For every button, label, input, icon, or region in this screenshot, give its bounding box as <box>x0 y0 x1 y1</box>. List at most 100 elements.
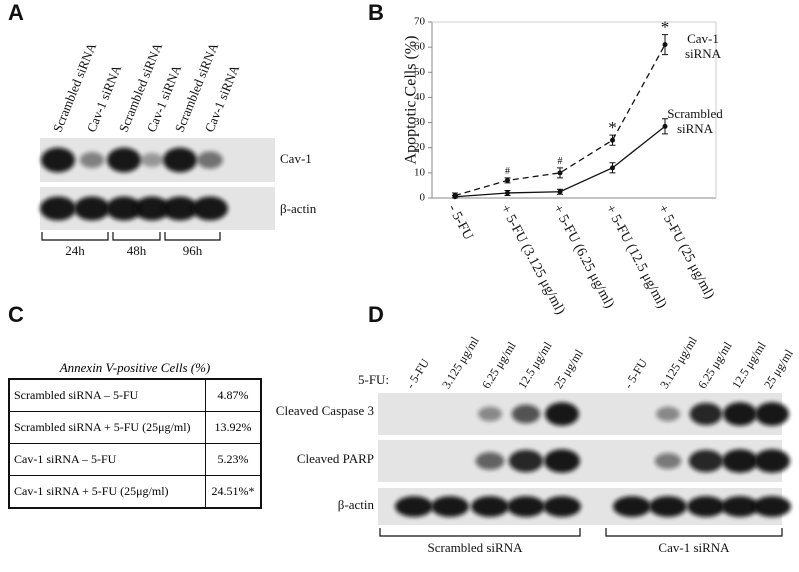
blot-band <box>721 496 759 517</box>
blot-band <box>507 496 545 517</box>
y-tick-label: 10 <box>414 166 426 178</box>
y-tick-label: 40 <box>414 91 426 103</box>
blot-band <box>471 496 509 517</box>
blot-band <box>192 196 228 221</box>
blot-band <box>723 402 757 426</box>
panel-label: A <box>8 0 24 25</box>
blot-band <box>40 196 76 221</box>
y-tick-label: 30 <box>414 116 426 128</box>
blot-band <box>162 196 198 221</box>
data-point <box>505 190 510 196</box>
lane-label: - 5-FU <box>621 356 650 391</box>
y-tick-label: 0 <box>420 192 426 204</box>
lane-label: 3.125 μg/ml <box>439 334 482 392</box>
blot-band <box>649 496 687 517</box>
group-label: Cav-1 siRNA <box>658 540 730 555</box>
bracket <box>164 232 221 241</box>
table-cell: Scrambled siRNA – 5-FU <box>8 378 207 412</box>
timepoint-label: 96h <box>183 243 203 258</box>
lane-label: - 5-FU <box>403 356 432 391</box>
blot-band <box>687 496 725 517</box>
blot-band <box>545 402 579 426</box>
y-tick-label: 20 <box>414 141 426 153</box>
panel-label: B <box>368 0 384 25</box>
table-cell: Cav-1 siRNA + 5-FU (25μg/ml) <box>8 475 207 509</box>
series-line <box>454 44 666 197</box>
data-point <box>505 177 510 183</box>
results-table: Scrambled siRNA – 5-FU 4.87% Scrambled siR… <box>8 378 262 509</box>
y-tick-label: 50 <box>414 66 426 78</box>
blot-band <box>140 152 164 168</box>
y-tick-label: 70 <box>414 16 426 28</box>
blot-band <box>654 453 682 469</box>
lane-label: 25 μg/ml <box>551 346 586 391</box>
table-cell: Cav-1 siRNA – 5-FU <box>8 443 207 476</box>
y-axis-title: Apoptotic Cells (%) <box>403 36 420 165</box>
blot-band <box>431 496 469 517</box>
blot-band <box>544 449 580 473</box>
blot-band <box>478 406 502 422</box>
lane-label: 25 μg/ml <box>761 346 796 391</box>
significance-mark: * <box>661 17 670 36</box>
lane-label: 6.25 μg/ml <box>479 339 519 391</box>
significance-mark: # <box>505 166 510 177</box>
lane-label: 12.5 μg/ml <box>515 339 555 391</box>
band-label: Cav-1 <box>280 151 312 166</box>
blot-band <box>163 147 197 173</box>
blot-band <box>613 496 651 517</box>
table-row: Cav-1 siRNA + 5-FU (25μg/ml) 24.51%* <box>8 475 262 509</box>
table-row: Scrambled siRNA – 5-FU 4.87% <box>8 378 262 412</box>
data-point <box>610 165 615 171</box>
blot-band <box>656 406 680 422</box>
legend-label: Cav-1 siRNA <box>684 31 722 61</box>
x-tick-label: + 5-FU (25 μg/ml) <box>655 202 717 302</box>
bracket <box>112 232 161 241</box>
table-title: Annexin V-positive Cells (%) <box>59 360 211 375</box>
timepoint-label: 24h <box>65 243 85 258</box>
blot-band <box>511 404 541 424</box>
band-label: β-actin <box>338 497 375 512</box>
blot-band <box>755 402 789 426</box>
table-cell: 4.87% <box>205 378 262 412</box>
blot-band <box>722 449 758 473</box>
blot-band <box>41 147 75 173</box>
table-cell: 24.51%* <box>205 475 262 509</box>
bracket <box>41 232 109 241</box>
blot-band <box>107 147 141 173</box>
data-point <box>662 42 668 48</box>
blot-band <box>134 196 170 221</box>
band-label: Cleaved PARP <box>297 451 374 466</box>
blot-band <box>197 151 223 169</box>
data-point <box>557 170 563 176</box>
panel-label: C <box>8 302 24 327</box>
significance-mark: # <box>558 156 563 167</box>
data-point <box>557 189 563 195</box>
blot-band <box>543 496 581 517</box>
panel-label: D <box>368 302 384 327</box>
blot-band <box>689 402 723 426</box>
band-label: β-actin <box>280 201 317 216</box>
treatment-label: 5-FU: <box>358 372 389 387</box>
bracket <box>605 528 783 537</box>
blot-band <box>753 496 791 517</box>
table-cell: 13.92% <box>205 411 262 444</box>
blot-band <box>395 496 433 517</box>
x-tick-label: - 5-FU <box>445 202 476 242</box>
blot-band <box>79 151 105 169</box>
blot-band <box>475 452 505 470</box>
data-point <box>452 194 458 200</box>
lane-label: 3.125 μg/ml <box>657 334 700 392</box>
y-tick-label: 60 <box>414 41 426 53</box>
blot-band <box>688 449 724 473</box>
group-label: Scrambled siRNA <box>427 540 523 555</box>
blot-band <box>508 449 544 473</box>
table-cell: 5.23% <box>205 443 262 476</box>
data-point <box>662 123 668 129</box>
blot-band <box>74 196 110 221</box>
band-label: Cleaved Caspase 3 <box>276 403 374 418</box>
table-row: Cav-1 siRNA – 5-FU 5.23% <box>8 443 262 476</box>
blot-band <box>106 196 142 221</box>
bracket <box>379 528 581 537</box>
table-cell: Scrambled siRNA + 5-FU (25μg/ml) <box>8 411 207 444</box>
